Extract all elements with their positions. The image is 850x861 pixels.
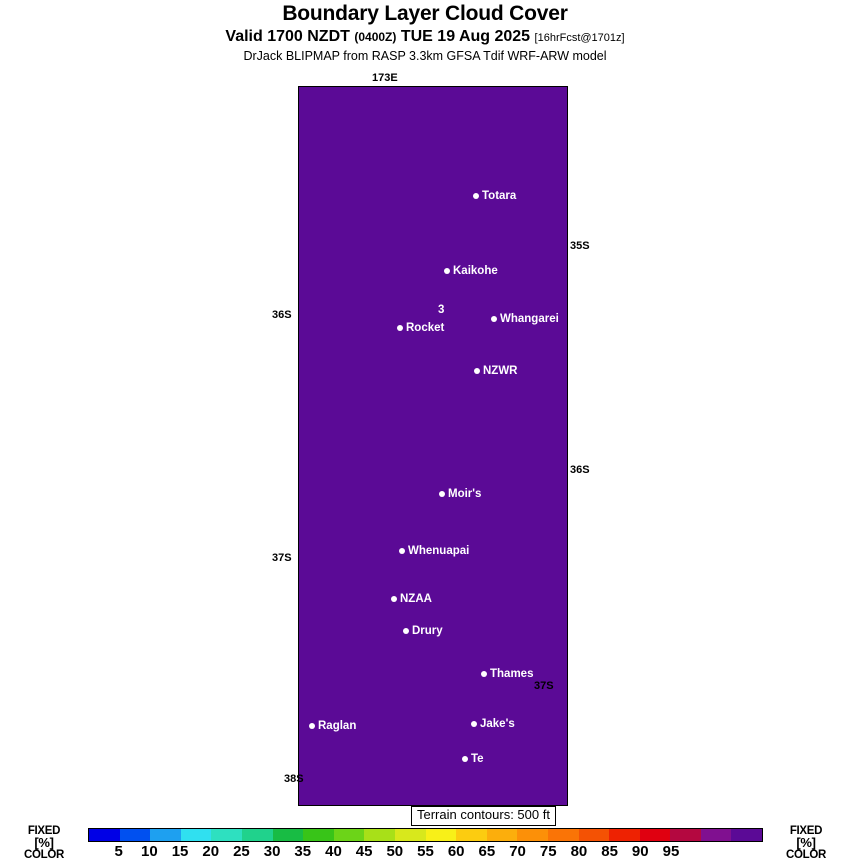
graticule-label: 38S	[284, 773, 304, 785]
valid-date: TUE 19 Aug 2025	[400, 28, 531, 46]
page-title: Boundary Layer Cloud Cover	[282, 2, 568, 25]
forecast-map[interactable]: Totara Kaikohe Rocket 3 Whangarei NZWR Moir's W…	[298, 86, 568, 806]
fixed-label-right: FIXED	[789, 825, 823, 837]
colorbar-tick: 45	[355, 843, 373, 860]
colorbar-swatch	[180, 829, 212, 841]
colorbar-tick: 15	[171, 843, 189, 860]
colorbar-swatch	[486, 829, 518, 841]
colorbar-swatch	[578, 829, 610, 841]
title-block: Boundary Layer Cloud Cover Valid 1700 NZ…	[0, 0, 850, 63]
terrain-contour-caption: Terrain contours: 500 ft	[411, 806, 556, 826]
colorbar-swatch	[639, 829, 671, 841]
colorbar-swatch	[89, 829, 120, 841]
colorbar-tick: 60	[447, 843, 465, 860]
colorbar-tick: 10	[141, 843, 158, 860]
colorbar-tick: 90	[631, 843, 649, 860]
fixed-label-left: FIXED	[27, 825, 61, 837]
model-description: DrJack BLIPMAP from RASP 3.3km GFSA Tdif…	[243, 48, 607, 63]
valid-time-utc: (0400Z)	[354, 30, 397, 45]
colorbar-swatch	[241, 829, 273, 841]
colorbar-swatch	[364, 829, 395, 841]
colorbar-swatch	[119, 829, 151, 841]
colorbar-tick: 5	[114, 843, 123, 860]
colorbar-swatch	[700, 829, 732, 841]
colorbar-swatch	[456, 829, 487, 841]
forecast-tag: [16hrFcst@1701z]	[534, 32, 625, 45]
colorbar-swatch	[211, 829, 242, 841]
colorbar-swatch	[303, 829, 334, 841]
graticule-label: 37S	[272, 552, 292, 564]
colorbar-swatches	[88, 828, 763, 842]
colorbar-swatch	[394, 829, 426, 841]
valid-time-line: Valid 1700 NZDT (0400Z) TUE 19 Aug 2025 …	[0, 28, 850, 46]
graticule-label: 37S	[534, 680, 554, 692]
fixed-color-legend-left: FIXED [%] COLOR	[8, 825, 80, 861]
colorbar-tick: 65	[478, 843, 496, 860]
colorbar-tick: 85	[601, 843, 618, 860]
unit-label-left: [%]	[34, 835, 54, 851]
color-label-right: COLOR	[785, 848, 827, 861]
colorbar-tick: 50	[386, 843, 404, 860]
colorbar-tick: 35	[294, 843, 312, 860]
graticule-label: 36S	[570, 464, 590, 476]
colorbar-swatch	[609, 829, 640, 841]
colorbar[interactable]: 5 10 15 20 25 30 35 40 45 50 55 60 65 70 75 80 85 90 95	[88, 828, 763, 860]
colorbar-swatch	[333, 829, 365, 841]
colorbar-swatch	[425, 829, 457, 841]
colorbar-tick: 55	[417, 843, 434, 860]
colorbar-tick: 25	[233, 843, 250, 860]
colorbar-row: FIXED [%] COLOR 5 10 15 20 25 30 35 40 45 50 55 60 6…	[0, 825, 850, 861]
graticule-label: 35S	[570, 240, 590, 252]
valid-time-prefix: Valid 1700 NZDT	[225, 28, 350, 46]
graticule-label: 173E	[372, 72, 398, 84]
colorbar-tick: 95	[662, 843, 680, 860]
colorbar-tick: 75	[539, 843, 557, 860]
unit-label-right: [%]	[796, 835, 816, 851]
colorbar-swatch	[150, 829, 181, 841]
colorbar-tick: 20	[202, 843, 220, 860]
colorbar-swatch	[670, 829, 701, 841]
colorbar-tick: 70	[509, 843, 526, 860]
colorbar-swatch	[272, 829, 304, 841]
colorbar-swatch	[517, 829, 548, 841]
cloud-cover-raster	[299, 87, 567, 805]
color-label-left: COLOR	[23, 848, 65, 861]
colorbar-tick: 80	[570, 843, 588, 860]
colorbar-tick: 30	[263, 843, 281, 860]
map-vector-overlay	[299, 87, 567, 805]
colorbar-tick-labels: 5 10 15 20 25 30 35 40 45 50 55 60 65 70 75 80 85 90 95	[88, 842, 763, 860]
graticule-label: 36S	[272, 309, 292, 321]
colorbar-tick: 40	[325, 843, 342, 860]
fixed-color-legend-right: FIXED [%] COLOR	[770, 825, 842, 861]
colorbar-swatch	[547, 829, 579, 841]
colorbar-swatch	[731, 829, 763, 841]
